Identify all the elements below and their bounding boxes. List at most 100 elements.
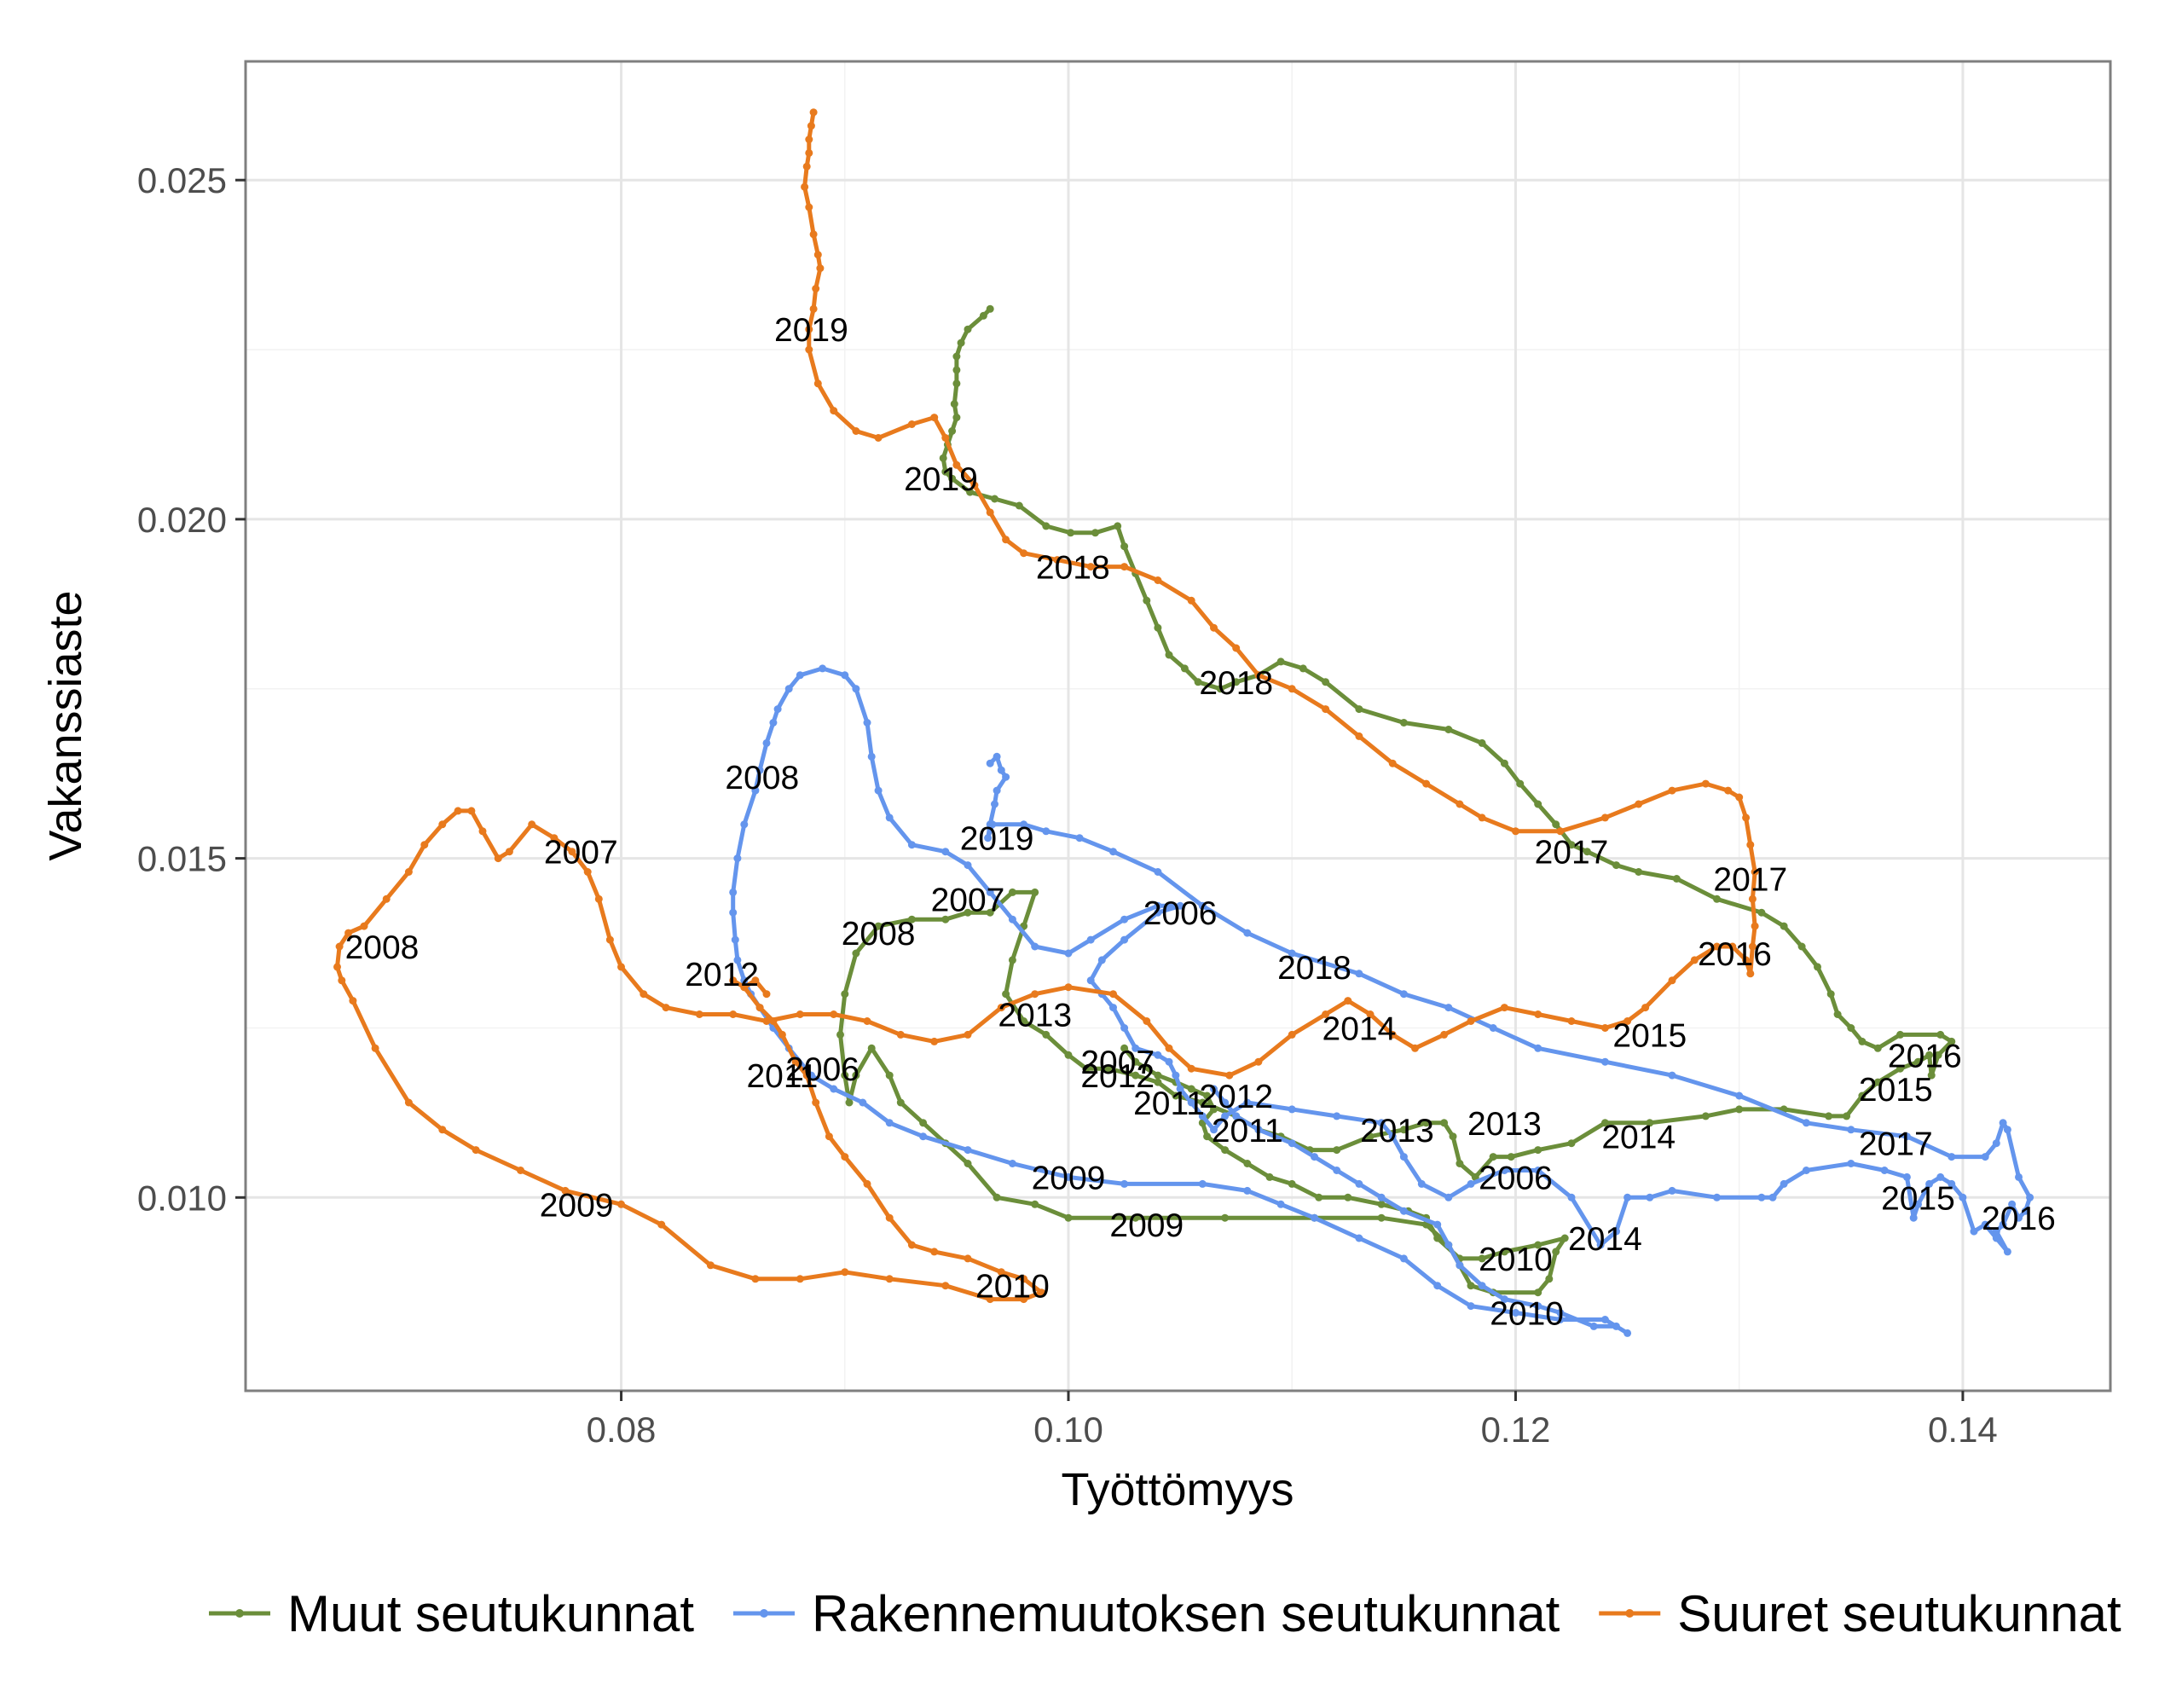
y-axis-title: Vakanssiaste <box>40 590 91 860</box>
data-point <box>1534 1241 1542 1249</box>
data-point <box>1399 719 1408 727</box>
data-point <box>952 414 961 422</box>
data-point <box>1086 563 1095 571</box>
data-point <box>1826 990 1835 999</box>
data-point <box>1399 1153 1408 1161</box>
data-point <box>984 834 993 842</box>
data-point <box>986 304 994 313</box>
year-label: 2010 <box>1490 1296 1564 1333</box>
data-point <box>1288 1030 1296 1039</box>
data-point <box>1225 1071 1234 1080</box>
data-point <box>420 841 429 849</box>
data-point <box>1880 1167 1889 1174</box>
data-point <box>1500 1295 1508 1304</box>
data-point <box>1552 1248 1560 1256</box>
data-point <box>1355 1234 1363 1242</box>
data-point <box>964 908 972 917</box>
data-point <box>1902 1132 1911 1141</box>
data-point <box>1120 542 1129 551</box>
plot-border <box>244 60 2112 1392</box>
data-point <box>751 976 760 985</box>
data-point <box>1086 976 1095 985</box>
data-point <box>841 1268 849 1277</box>
data-point <box>885 1213 894 1222</box>
data-point <box>841 1153 849 1161</box>
data-point <box>1713 942 1721 951</box>
data-point <box>1600 1119 1609 1127</box>
plot-panel <box>246 61 2110 1391</box>
data-point <box>1203 1091 1212 1100</box>
data-point <box>885 813 894 822</box>
data-point <box>1992 1227 2000 1236</box>
x-tick-label: 0.12 <box>1481 1410 1551 1450</box>
data-point <box>494 854 502 863</box>
data-point <box>930 1248 939 1256</box>
data-point <box>1825 1112 1833 1120</box>
data-point <box>1232 644 1241 652</box>
data-point <box>1299 664 1307 673</box>
data-point <box>561 1186 570 1195</box>
data-point <box>802 162 811 171</box>
data-point <box>617 963 625 971</box>
data-point <box>1064 1172 1073 1181</box>
data-point <box>1311 1213 1318 1222</box>
data-point <box>1038 1288 1045 1297</box>
data-point <box>1600 813 1609 822</box>
data-point <box>1082 1064 1091 1073</box>
data-point <box>1668 786 1676 795</box>
legend-label: Muut seutukunnat <box>287 1585 694 1642</box>
data-point <box>830 1085 838 1093</box>
data-point <box>1388 1132 1397 1141</box>
data-point <box>762 990 771 999</box>
data-point <box>371 1044 379 1052</box>
data-point <box>1165 651 1173 659</box>
data-point <box>1232 1112 1241 1120</box>
year-label: 2015 <box>1612 1017 1687 1054</box>
legend-key-point <box>1625 1609 1635 1618</box>
data-point <box>1534 1167 1542 1174</box>
data-point <box>438 820 447 829</box>
year-label: 2016 <box>1888 1038 1962 1074</box>
data-point <box>1742 956 1751 964</box>
legend-item-rakennemuutoksen-seutukunnat: Rakennemuutoksen seutukunnat <box>732 1585 1560 1642</box>
data-point <box>1780 1179 1788 1188</box>
data-point <box>1221 1098 1230 1107</box>
data-point <box>454 807 462 815</box>
data-point <box>1276 1200 1285 1208</box>
data-point <box>1042 1030 1050 1039</box>
data-point <box>755 1004 764 1012</box>
legend-label: Suuret seutukunnat <box>1677 1585 2121 1642</box>
data-point <box>1534 1044 1542 1052</box>
data-point <box>805 345 813 354</box>
data-point <box>1948 1037 1956 1045</box>
data-point <box>950 400 958 408</box>
data-point <box>1031 942 1039 951</box>
data-point <box>528 820 536 829</box>
data-point <box>1288 1179 1296 1188</box>
data-point <box>885 1275 894 1283</box>
data-point <box>1366 1132 1375 1141</box>
data-point <box>1265 1172 1274 1181</box>
data-point <box>1992 1139 2000 1148</box>
data-point <box>640 990 648 999</box>
data-point <box>841 671 849 680</box>
data-point <box>1411 1044 1419 1052</box>
data-point <box>825 1132 833 1141</box>
year-label: 2012 <box>1080 1058 1155 1095</box>
data-point <box>729 976 738 985</box>
data-point <box>1896 1064 1904 1073</box>
data-point <box>1377 1213 1386 1222</box>
data-point <box>1109 1004 1117 1012</box>
series-line-suuret-seutukunnat <box>335 110 1757 1302</box>
data-point <box>1471 1172 1479 1181</box>
data-point <box>1444 1193 1453 1201</box>
data-point <box>907 915 916 923</box>
data-point <box>1002 990 1010 999</box>
data-point <box>706 1261 715 1270</box>
data-point <box>784 685 793 693</box>
year-label: 2012 <box>1199 1079 1273 1115</box>
data-point <box>1802 1167 1810 1174</box>
data-point <box>1187 1085 1195 1093</box>
data-point <box>964 1030 972 1039</box>
data-point <box>941 467 950 476</box>
